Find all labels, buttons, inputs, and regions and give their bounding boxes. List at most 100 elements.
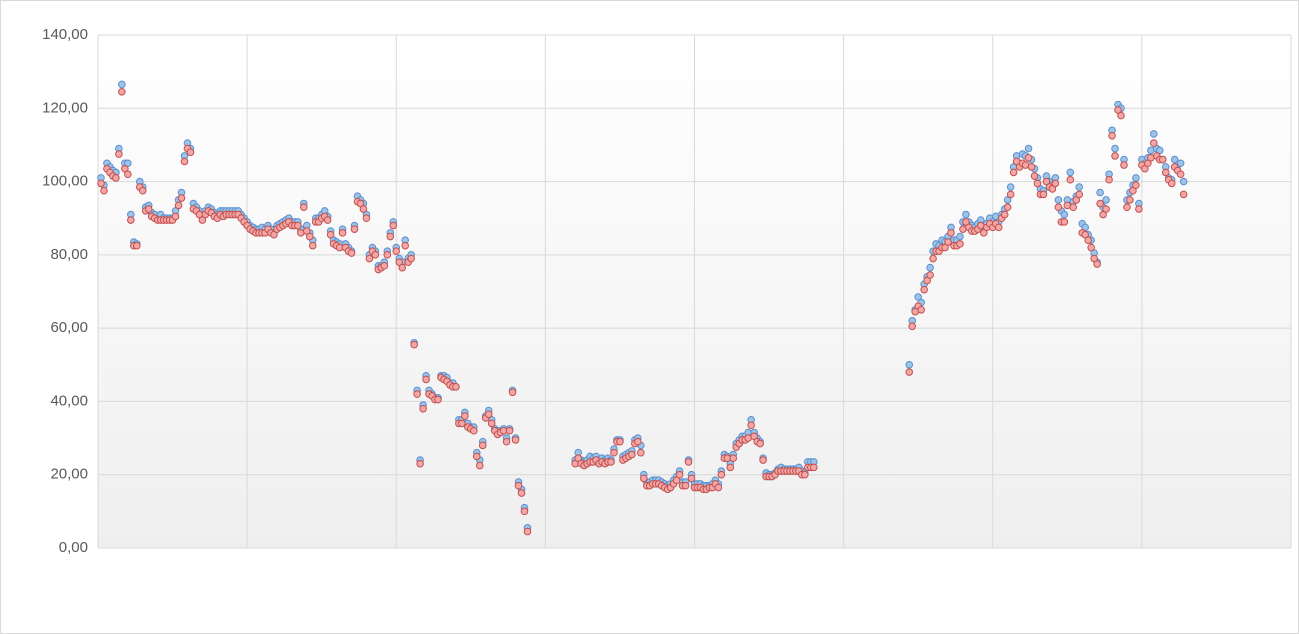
point [759,456,767,464]
y-tick-label: 80,00 [50,246,88,263]
point [97,179,105,188]
point [929,254,937,263]
point [365,254,374,263]
y-tick-label: 20,00 [50,466,88,483]
point [1179,190,1188,199]
y-tick-label: 0,00 [59,539,88,556]
point [905,368,914,376]
point [484,410,493,419]
point [299,203,308,212]
point [810,463,818,472]
point [675,470,684,479]
point [1096,188,1104,197]
point [326,230,335,239]
point [338,229,347,237]
point [1030,172,1039,180]
point [726,463,735,472]
point [1084,236,1092,244]
point [180,157,189,166]
point [1105,175,1113,184]
point [1060,218,1069,226]
point [637,448,645,457]
point [186,148,195,157]
point [434,395,442,404]
point [1039,190,1048,199]
point [371,251,380,259]
point [171,212,180,221]
point [475,461,484,470]
point [1179,177,1188,186]
point [747,421,755,430]
point [132,241,141,250]
point [1150,130,1158,138]
point [505,426,514,435]
point [419,404,427,413]
point [472,452,481,461]
point [1176,159,1185,168]
point [124,170,132,179]
point [1006,190,1015,199]
point [956,232,964,241]
point [487,419,496,428]
y-tick-label: 120,00 [42,99,88,116]
point [100,186,108,195]
point [1054,196,1063,204]
point [144,205,153,213]
point [308,241,317,250]
point [1117,111,1125,120]
point [994,223,1003,232]
point [920,285,928,294]
point [115,150,123,158]
point [1111,152,1119,160]
point [1161,168,1170,177]
point [717,470,726,479]
point [944,238,952,246]
point [127,216,135,224]
point [380,262,389,270]
point [1009,168,1018,177]
point [947,229,955,237]
point [756,439,764,448]
point [177,194,186,202]
point [347,249,356,257]
point [514,481,523,490]
point [520,507,529,516]
y-tick-label: 60,00 [50,319,88,336]
point [508,388,517,397]
point [1132,181,1140,190]
point [926,263,934,272]
point [1120,161,1128,169]
point [628,450,636,459]
point [1075,183,1084,191]
point [634,437,642,446]
point [386,232,395,241]
point [398,263,407,272]
point [687,474,696,483]
point [956,240,964,248]
point [174,201,183,210]
point [1167,179,1176,188]
point [1024,153,1033,162]
point [607,458,615,466]
point [714,483,723,492]
point [350,225,359,234]
point [917,306,925,314]
point [502,437,511,446]
point [323,216,332,224]
y-tick-label: 100,00 [42,173,88,190]
point [684,458,693,466]
point [908,322,917,331]
point [1000,210,1009,219]
point [1111,144,1119,153]
point [616,437,624,446]
y-tick-label: 40,00 [50,392,88,409]
point [1135,205,1143,213]
point [1123,203,1131,212]
point [1176,170,1185,179]
point [1096,199,1104,208]
point [112,174,120,182]
point [1051,179,1060,188]
point [401,241,409,250]
point [926,271,934,279]
point [305,232,314,241]
